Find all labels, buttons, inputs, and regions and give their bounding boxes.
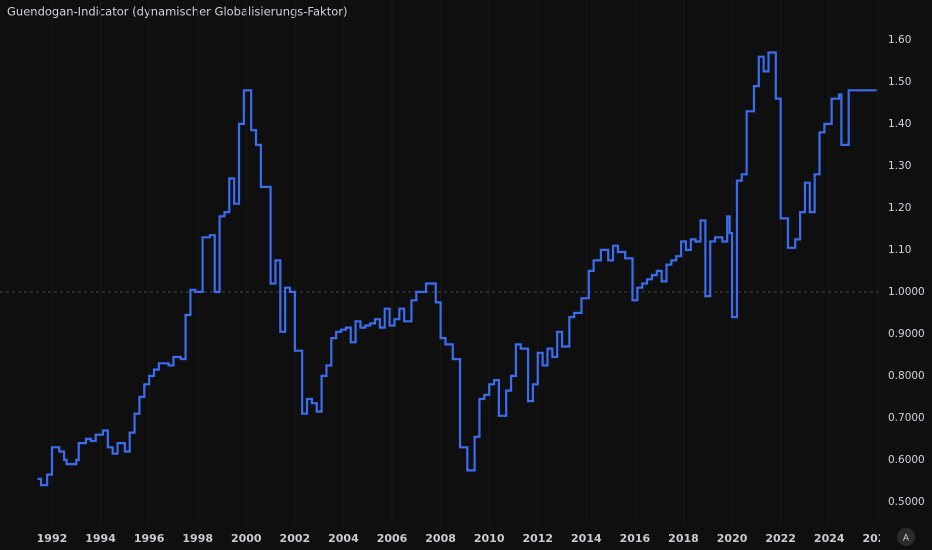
x-tick-label: 2010: [474, 532, 505, 545]
y-tick-label: 0.7000: [888, 412, 925, 424]
y-tick-label: 0.9000: [888, 328, 925, 340]
x-tick-label: 2014: [571, 532, 602, 545]
plot-area: 1992 1994 1996 1998 2000 2002 2004 2006 2008 2010…: [0, 0, 894, 545]
x-tick-label: 1992: [37, 532, 68, 545]
x-tick-label: 1994: [85, 532, 116, 545]
y-tick-label: 1.10: [888, 244, 911, 256]
x-tick-label: 2026: [863, 532, 894, 545]
y-tick-label: 1.50: [888, 76, 911, 88]
y-tick-label: 1.60: [888, 34, 911, 46]
x-tick-label: 1998: [182, 532, 213, 545]
x-tick-label: 2024: [814, 532, 845, 545]
x-tick-label: 2016: [620, 532, 651, 545]
auto-scale-button[interactable]: [897, 528, 915, 546]
x-tick-label: 2022: [765, 532, 796, 545]
x-tick-label: 2004: [328, 532, 359, 545]
y-tick-label: 1.40: [888, 118, 911, 130]
data-line: [37, 51, 877, 487]
chart-title: Guendogan-Indicator (dynamischer Globali…: [7, 5, 347, 19]
x-tick-label: 2002: [280, 532, 311, 545]
auto-scale-label[interactable]: A: [903, 534, 910, 544]
x-tick-label: 2020: [717, 532, 748, 545]
y-tick-label: 0.8000: [888, 370, 925, 382]
axes: 1.60 1.50 1.40 1.30 1.20 1.10 1.0000 0.9000 0.80…: [888, 34, 925, 508]
y-tick-label: 1.20: [888, 202, 911, 214]
x-tick-label: 2012: [522, 532, 553, 545]
y-tick-label: 0.6000: [888, 454, 925, 466]
x-tick-label: 2006: [377, 532, 408, 545]
x-tick-label: 2008: [425, 532, 456, 545]
x-tick-label: 2000: [231, 532, 262, 545]
y-tick-label: 1.30: [888, 160, 911, 172]
y-tick-label: 0.5000: [888, 496, 925, 508]
x-tick-label: 1996: [134, 532, 165, 545]
y-tick-label: 1.0000: [888, 286, 925, 298]
x-tick-label: 2018: [668, 532, 699, 545]
